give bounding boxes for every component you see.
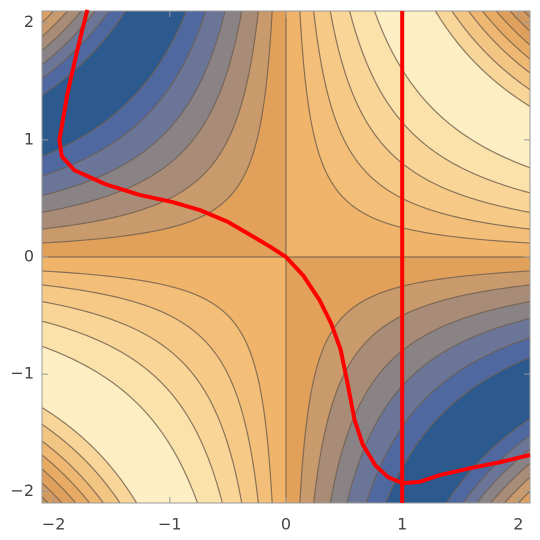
contour-line bbox=[299, 11, 530, 244]
contour-line bbox=[42, 320, 223, 503]
contour-line bbox=[434, 11, 530, 107]
contour-line bbox=[42, 423, 121, 503]
contour-line bbox=[42, 482, 63, 503]
contour-line bbox=[445, 418, 530, 503]
y-tick-label: −1 bbox=[10, 364, 34, 383]
contour-line bbox=[42, 11, 273, 244]
contour-line bbox=[42, 11, 55, 24]
contour-line bbox=[490, 462, 530, 503]
contour-line bbox=[42, 11, 82, 52]
contour-line bbox=[42, 468, 77, 503]
contour-line bbox=[451, 11, 530, 91]
y-tick-label: 2 bbox=[24, 12, 34, 31]
contour-line bbox=[365, 337, 530, 503]
contour-line bbox=[523, 11, 530, 18]
contour-line bbox=[42, 440, 104, 503]
contour-line bbox=[42, 11, 68, 38]
contour-line bbox=[42, 284, 259, 503]
plot-area bbox=[42, 11, 530, 503]
contour-line bbox=[42, 301, 243, 503]
x-tick-label: −1 bbox=[158, 515, 182, 534]
y-tick-label: 0 bbox=[24, 247, 34, 266]
contour-line bbox=[346, 317, 530, 503]
contour-line bbox=[481, 11, 530, 60]
contour-line bbox=[329, 301, 530, 503]
x-tick-label: 1 bbox=[397, 515, 407, 534]
contour-line bbox=[42, 11, 127, 96]
contour-line bbox=[349, 11, 530, 194]
contour-line bbox=[313, 11, 530, 230]
x-tick-label: 0 bbox=[281, 515, 291, 534]
contour-line bbox=[42, 496, 49, 503]
contour-line bbox=[42, 11, 187, 158]
contour-line bbox=[42, 11, 259, 230]
contour-line bbox=[495, 11, 530, 46]
frame: −2 −1 0 1 2 −2 −1 0 1 2 bbox=[10, 10, 531, 534]
contour-line bbox=[517, 490, 530, 503]
contour-line bbox=[313, 284, 530, 503]
curve bbox=[57, 9, 531, 486]
contour-line bbox=[42, 11, 96, 66]
contour-line bbox=[504, 476, 530, 503]
contour-line bbox=[42, 11, 243, 213]
contour-line bbox=[468, 11, 530, 74]
contour-line bbox=[462, 435, 530, 503]
y-tick-label: 1 bbox=[24, 129, 34, 148]
y-tick-label: −2 bbox=[10, 481, 34, 500]
contour-line bbox=[42, 270, 273, 503]
x-tick-label: 2 bbox=[513, 515, 523, 534]
x-tick-label: −2 bbox=[42, 515, 66, 534]
contour-line bbox=[42, 345, 199, 503]
contour-line bbox=[509, 11, 530, 32]
contour-line bbox=[42, 11, 207, 177]
contour-line bbox=[299, 270, 530, 503]
contour-line bbox=[42, 454, 91, 503]
contour-line bbox=[373, 11, 530, 169]
contour-line bbox=[42, 407, 138, 503]
contour-line bbox=[329, 11, 530, 213]
